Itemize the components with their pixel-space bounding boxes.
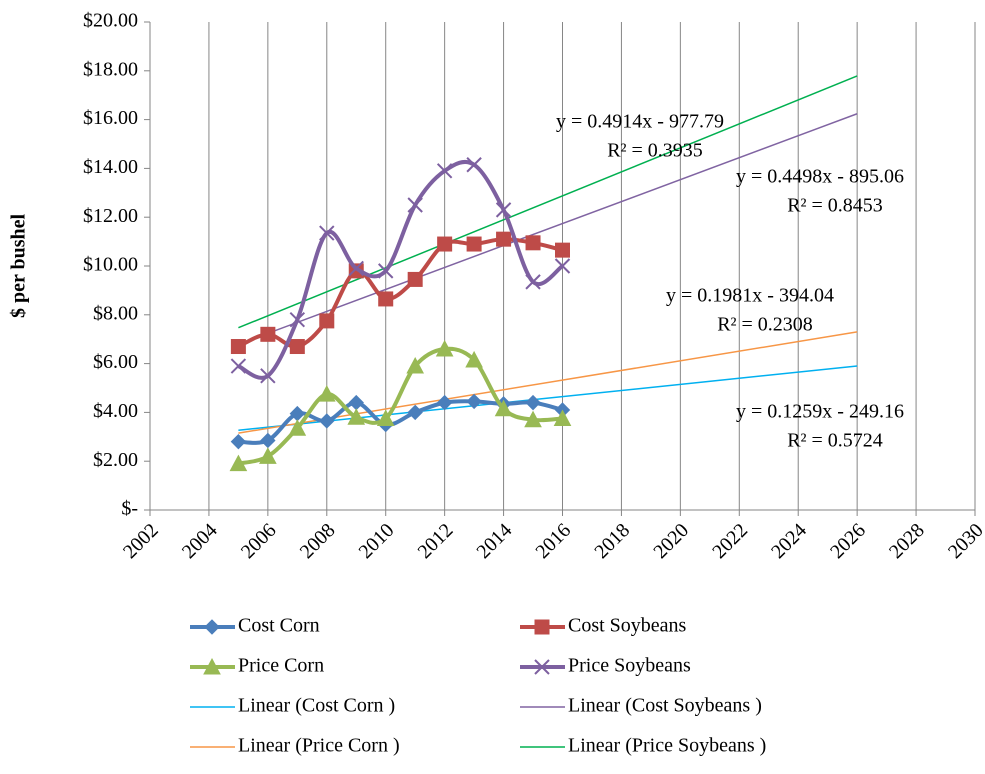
x-tick-label: 2008 (296, 519, 340, 563)
x-tick-label: 2004 (178, 519, 222, 563)
trend-r2: R² = 0.5724 (787, 430, 883, 452)
marker (496, 231, 512, 247)
y-tick-label: $18.00 (83, 58, 138, 80)
marker (525, 235, 541, 251)
marker (230, 433, 247, 450)
legend-label: Linear (Price Soybeans ) (568, 735, 766, 757)
y-tick-label: $2.00 (93, 449, 138, 471)
trend-r2: R² = 0.2308 (717, 314, 813, 336)
legend-label: Cost Soybeans (568, 615, 687, 637)
marker (260, 368, 276, 384)
marker (378, 263, 394, 279)
x-tick-label: 2012 (414, 519, 458, 563)
x-tick-label: 2022 (708, 519, 752, 563)
x-tick-label: 2024 (767, 519, 811, 563)
trendline (238, 113, 858, 346)
x-tick-label: 2006 (237, 519, 281, 563)
legend-label: Linear (Cost Soybeans ) (568, 695, 762, 717)
y-tick-label: $14.00 (83, 156, 138, 178)
y-tick-label: $4.00 (93, 400, 138, 422)
marker (319, 413, 335, 429)
trend-equation: y = 0.4498x - 895.06 (736, 166, 904, 188)
x-tick-label: 2010 (355, 519, 399, 563)
marker (407, 197, 423, 213)
x-tick-label: 2020 (649, 519, 693, 563)
marker (289, 311, 306, 328)
x-tick-label: 2018 (590, 519, 634, 563)
legend-label: Price Corn (238, 655, 324, 677)
y-tick-label: $6.00 (93, 351, 138, 373)
marker (466, 393, 482, 410)
x-tick-label: 2016 (531, 519, 575, 563)
marker (525, 274, 541, 290)
marker (319, 225, 335, 241)
marker (230, 358, 247, 374)
marker (348, 394, 364, 411)
marker (319, 313, 335, 329)
marker (436, 163, 453, 179)
marker (376, 409, 395, 426)
trend-equation: y = 0.4914x - 977.79 (556, 111, 724, 133)
marker (288, 419, 307, 436)
legend-label: Price Soybeans (568, 655, 691, 677)
trendline (238, 331, 858, 434)
x-tick-label: 2026 (826, 519, 870, 563)
series-line (237, 237, 563, 349)
y-axis-label: $ per bushel (8, 214, 30, 319)
y-tick-label: $20.00 (83, 10, 138, 32)
marker (435, 339, 454, 357)
legend-marker (534, 619, 550, 635)
trendline (238, 75, 858, 329)
marker (347, 408, 366, 425)
marker (317, 385, 336, 402)
x-tick-label: 2028 (885, 519, 929, 563)
legend-label: Linear (Cost Corn ) (238, 695, 395, 717)
marker (289, 339, 305, 355)
series-line (237, 160, 564, 380)
marker (495, 202, 512, 218)
trend-equation: y = 0.1259x - 249.16 (736, 401, 904, 423)
y-tick-label: $16.00 (83, 107, 138, 129)
marker (230, 339, 246, 355)
y-tick-label: $8.00 (93, 302, 138, 324)
x-tick-label: 2002 (119, 519, 163, 563)
marker (407, 271, 423, 287)
y-tick-label: $12.00 (83, 205, 138, 227)
legend-label: Linear (Price Corn ) (238, 735, 400, 757)
marker (465, 350, 483, 368)
x-tick-label: 2030 (944, 519, 985, 563)
legend-marker (204, 619, 220, 635)
trend-r2: R² = 0.3935 (607, 140, 703, 162)
y-tick-label: $- (121, 498, 138, 520)
x-tick-label: 2014 (473, 519, 517, 563)
trendline (238, 365, 858, 431)
marker (466, 157, 482, 173)
legend-marker (534, 659, 550, 675)
marker (554, 258, 571, 274)
marker (436, 394, 453, 411)
y-tick-label: $10.00 (83, 254, 138, 276)
marker (407, 404, 423, 421)
marker (524, 410, 542, 428)
marker (259, 447, 277, 464)
legend-label: Cost Corn (238, 615, 320, 637)
marker (553, 409, 572, 426)
marker (406, 356, 425, 374)
marker (466, 236, 482, 252)
legend-marker (203, 657, 221, 675)
marker (437, 236, 453, 252)
marker (555, 242, 570, 258)
marker (525, 394, 541, 411)
marker (494, 399, 513, 417)
marker (348, 260, 364, 277)
marker (229, 454, 248, 472)
marker (260, 326, 276, 342)
trend-r2: R² = 0.8453 (787, 195, 883, 217)
trend-equation: y = 0.1981x - 394.04 (666, 285, 834, 307)
marker (378, 291, 394, 307)
